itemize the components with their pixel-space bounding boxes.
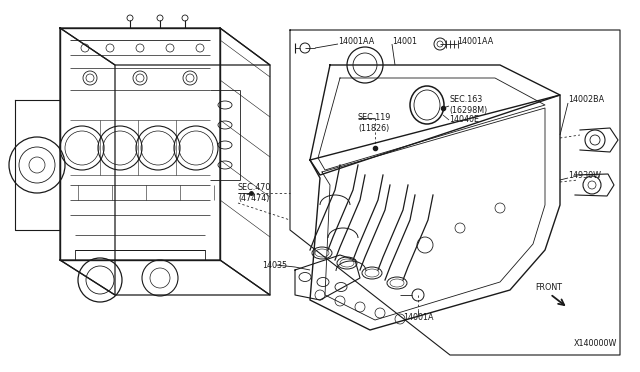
Text: 14040E: 14040E [449,115,479,125]
Text: 14001A: 14001A [403,314,433,323]
Text: 14035: 14035 [262,260,287,269]
Text: SEC.119: SEC.119 [358,113,392,122]
Text: SEC.163: SEC.163 [449,96,483,105]
Text: X140000W: X140000W [574,340,618,349]
Text: (16298M): (16298M) [449,106,487,115]
Text: (11826): (11826) [358,124,389,132]
Text: FRONT: FRONT [535,283,562,292]
Text: 14001: 14001 [392,38,417,46]
Text: 14001AA: 14001AA [338,38,374,46]
Text: 14002BA: 14002BA [568,96,604,105]
Text: (47474): (47474) [238,193,269,202]
Text: 14930W: 14930W [568,170,601,180]
FancyBboxPatch shape [75,250,205,260]
Text: 14001AA: 14001AA [457,38,493,46]
Text: SEC.470: SEC.470 [238,183,271,192]
